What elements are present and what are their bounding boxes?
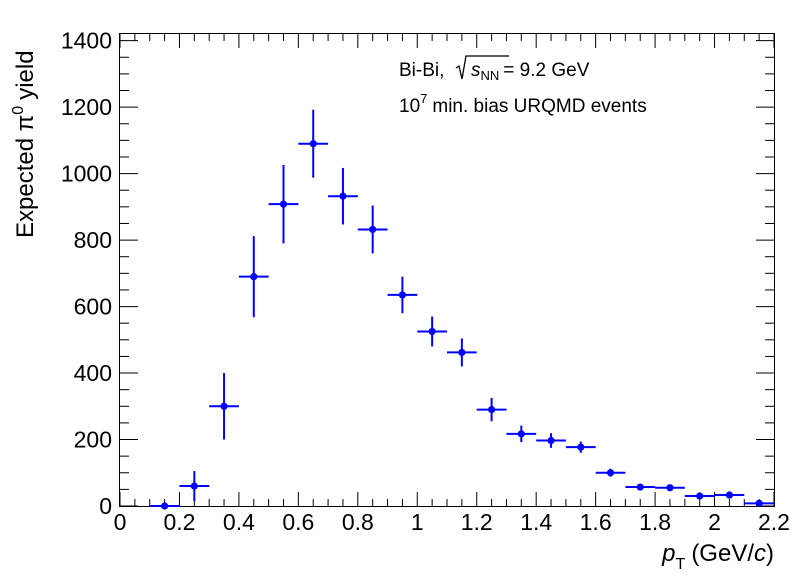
y-tick-label: 400 [74,360,112,386]
x-tick-label: 2.2 [758,509,790,535]
data-point [447,338,477,367]
x-axis-title: pT (GeV/c) [661,540,774,573]
x-tick-label: 1.4 [520,509,552,535]
data-point [744,499,774,507]
y-tick-label: 1400 [61,28,112,54]
y-tick-label: 0 [99,493,112,519]
data-marker [636,483,644,491]
y-tick-label: 1000 [61,161,112,187]
annotation-system-prefix: Bi-Bi, [399,60,444,81]
y-axis-title: Expected π0yield [10,50,39,238]
data-marker [190,482,198,490]
y-tick-label: 600 [74,294,112,320]
data-marker [160,502,169,510]
x-tick-label: 0.6 [282,509,314,535]
x-tick-label: 0 [114,509,127,535]
x-tick-label: 0.8 [342,509,374,535]
data-marker [428,327,436,336]
data-marker [517,430,525,438]
data-point [684,492,715,500]
data-marker [547,436,555,445]
data-point [357,205,388,254]
data-marker [220,402,228,410]
x-tick-label: 1.6 [580,509,612,535]
annotation-sqrt-expression: sNN = 9.2 GeV [471,60,590,83]
annotation-event-count: 107 min. bias URQMD events [399,91,647,117]
y-tick-label: 1200 [61,94,112,120]
x-tick-labels: 0 0.2 0.4 0.6 0.8 1 1.2 1.4 1.6 1.8 2 2.2 [114,509,790,535]
x-tick-label: 0.2 [163,509,195,535]
data-point [714,491,745,499]
data-marker [666,484,674,492]
axis-ticks [119,34,775,507]
y-tick-labels: 0 200 400 600 800 1000 1200 1400 [61,28,112,519]
x-tick-label: 0.4 [223,509,255,535]
data-point [328,167,358,225]
sqrt-sign [455,55,509,80]
x-tick-label: 1.2 [461,509,493,535]
data-marker [606,469,615,477]
data-points [149,109,774,510]
data-marker [725,491,734,499]
data-point [268,164,299,244]
data-marker [309,140,317,148]
data-point [387,276,418,314]
data-marker [458,348,466,357]
data-marker [279,200,288,208]
data-point [149,502,180,510]
y-tick-label: 200 [74,427,112,453]
data-point [655,484,685,492]
data-point [417,316,447,347]
x-tick-label: 1 [411,509,424,535]
data-marker [339,192,347,200]
data-marker [696,492,704,500]
data-point [209,373,239,440]
data-marker [398,291,407,299]
x-tick-label: 2 [708,509,721,535]
data-point [476,397,507,422]
data-point [506,425,537,443]
data-point [536,433,566,448]
data-point [179,471,210,502]
data-marker [755,499,763,507]
data-point [565,441,596,453]
data-marker [487,406,496,414]
data-point [238,236,269,318]
data-point [298,109,329,178]
annotation-collision-system: Bi-Bi, sNN = 9.2 GeV [399,55,590,83]
data-marker [250,273,258,281]
x-tick-label: 1.8 [639,509,671,535]
data-point [595,468,626,477]
plot-frame [119,33,775,507]
data-point [625,483,656,491]
data-marker [369,225,377,234]
y-tick-label: 800 [74,227,112,253]
data-marker [577,443,585,451]
